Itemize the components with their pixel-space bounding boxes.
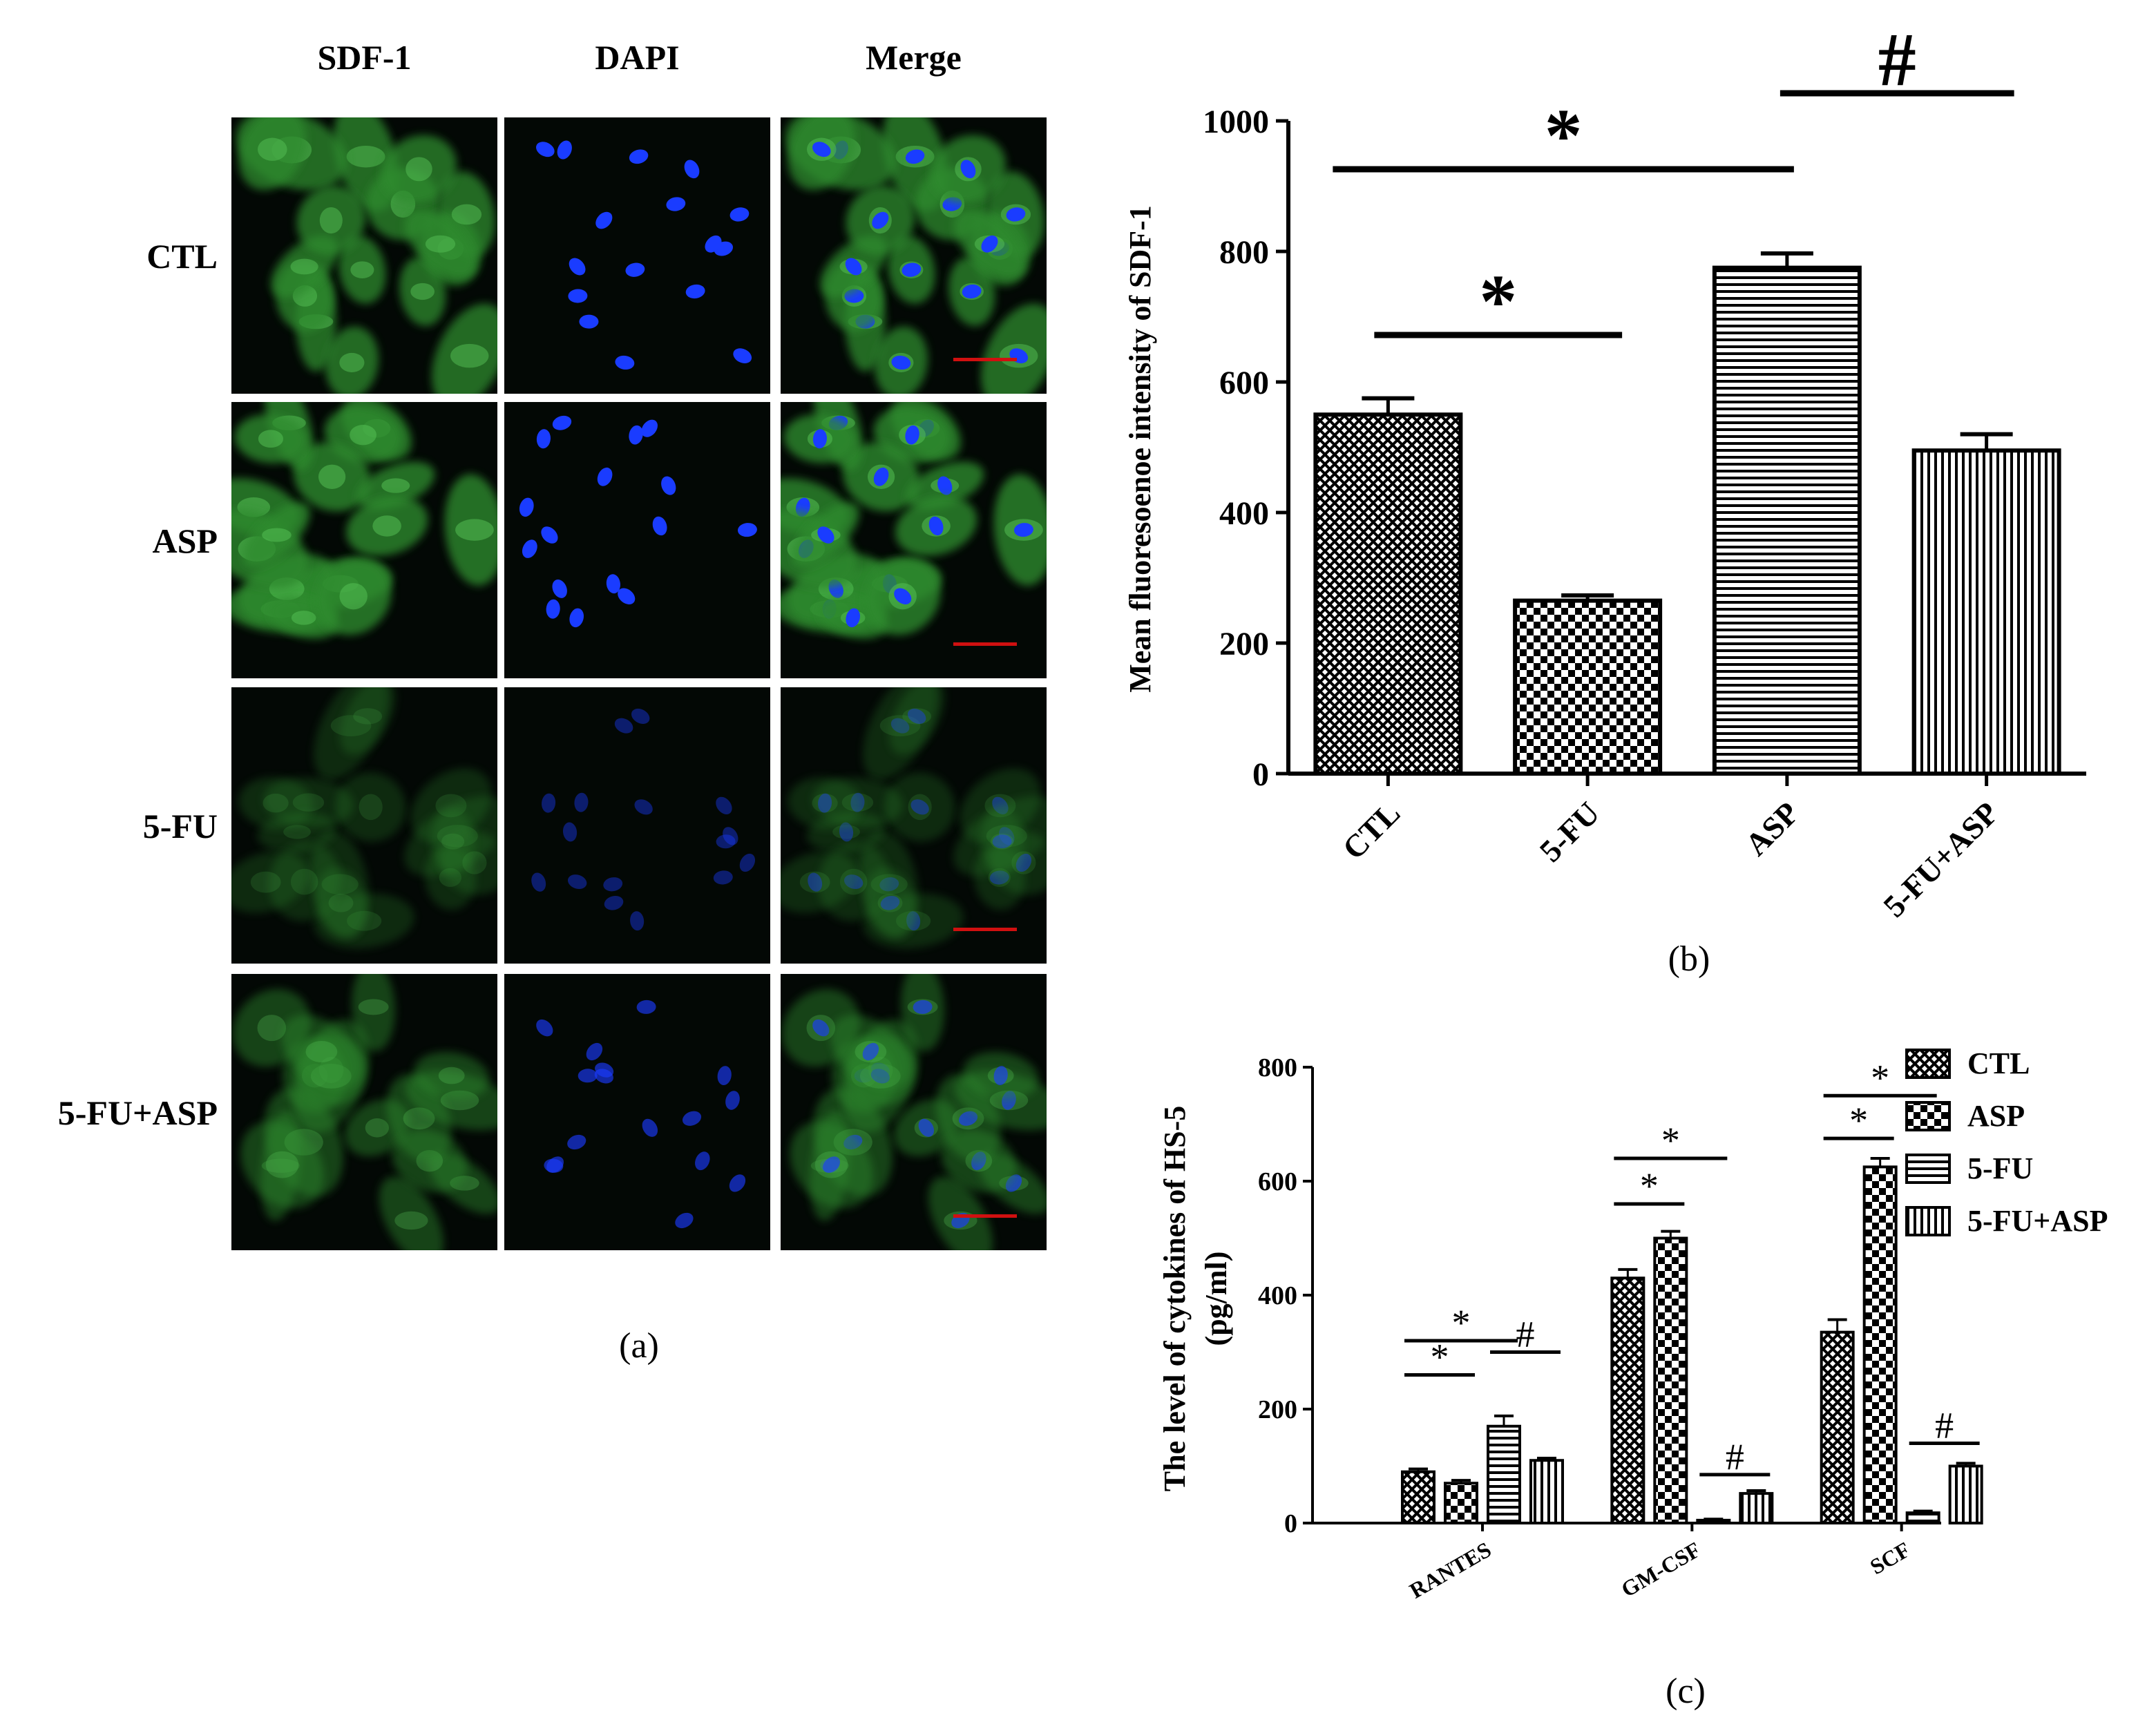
panel-a-microscopy: SDF-1 DAPI Merge CTL ASP 5-FU 5-FU+ASP (a) <box>58 38 1047 1366</box>
chart-b-bar-5-fu <box>1513 598 1663 776</box>
column-header-merge: Merge <box>866 38 962 77</box>
chart-c-xtick-label-rantes: RANTES <box>1405 1537 1495 1603</box>
legend-label-5-fu-asp: 5-FU+ASP <box>1967 1204 2108 1238</box>
micrograph-asp-dapi <box>504 402 770 678</box>
chart-c-significance-marker: # <box>1726 1436 1744 1477</box>
chart-b-bar-asp <box>1712 265 1862 776</box>
chart-b-ytick-label: 0 <box>1252 756 1269 793</box>
chart-c-bar-scf-asp <box>1862 1165 1898 1524</box>
chart-b-bar-5-fu-asp <box>1911 448 2061 776</box>
chart-c-ylabel-line2: (pg/ml) <box>1199 1252 1233 1346</box>
chart-c-bar-scf-5-fu <box>1905 1511 1940 1524</box>
micrograph-5-fu-merge <box>781 687 1047 964</box>
chart-c-bar-rantes-5-fu-asp <box>1529 1459 1564 1524</box>
chart-c-bar-gm-csf-5-fu <box>1696 1518 1731 1524</box>
micrograph-asp-merge <box>781 402 1047 678</box>
chart-c-xtick-label-gm-csf: GM-CSF <box>1617 1537 1705 1602</box>
chart-b-ytick-label: 600 <box>1219 365 1269 401</box>
chart-b-xtick-label-asp: ASP <box>1738 795 1806 863</box>
micrograph-5-fu-asp-dapi <box>504 974 770 1250</box>
chart-c-bar-rantes-ctl <box>1401 1470 1435 1524</box>
chart-c-significance-marker: * <box>1871 1057 1889 1098</box>
column-header-dapi: DAPI <box>595 38 679 77</box>
chart-c-significance-marker: # <box>1516 1314 1535 1355</box>
micrograph-5-fu-dapi <box>504 687 770 964</box>
row-label-5-fu: 5-FU <box>143 807 218 845</box>
row-label-5-fu-asp: 5-FU+ASP <box>58 1093 218 1132</box>
chart-c-bar-scf-ctl <box>1820 1330 1855 1524</box>
chart-c-ylabel-line1: The level of cytokines of HS-5 <box>1158 1106 1192 1492</box>
chart-b-ytick-label: 400 <box>1219 495 1269 532</box>
column-header-sdf-1: SDF-1 <box>317 38 411 77</box>
chart-c-significance-marker: # <box>1935 1405 1954 1446</box>
chart-c-significance-marker: * <box>1452 1302 1471 1343</box>
chart-c-significance-marker: * <box>1661 1120 1680 1161</box>
chart-b-ytick-label: 800 <box>1219 234 1269 271</box>
chart-c-significance-marker: * <box>1431 1337 1449 1378</box>
legend-swatch-5-fu <box>1905 1154 1951 1184</box>
chart-c-bar-rantes-asp <box>1444 1482 1478 1524</box>
row-label-ctl: CTL <box>146 237 218 276</box>
chart-c-ytick-label: 200 <box>1258 1395 1297 1424</box>
legend-label-ctl: CTL <box>1967 1046 2030 1080</box>
micrograph-ctl-merge <box>781 117 1047 394</box>
chart-c-significance-marker: * <box>1640 1165 1659 1207</box>
chart-c-ytick-label: 0 <box>1284 1509 1297 1538</box>
legend-label-5-fu: 5-FU <box>1967 1151 2033 1185</box>
panel-b-caption: (b) <box>1668 939 1710 979</box>
scale-bar <box>953 358 1017 361</box>
chart-b-ylabel: Mean fluoresoenoe intensity of SDF-1 <box>1123 205 1157 693</box>
micrograph-5-fu-asp-merge <box>781 974 1047 1250</box>
micrograph-5-fu-sdf-1 <box>231 687 497 964</box>
micrograph-ctl-sdf-1 <box>231 117 497 394</box>
chart-c-significance-marker: * <box>1849 1100 1868 1141</box>
chart-b-ytick-label: 1000 <box>1203 104 1269 140</box>
micrograph-asp-sdf-1 <box>231 402 497 678</box>
chart-b-xtick-label-ctl: CTL <box>1335 795 1406 866</box>
scale-bar <box>953 1214 1017 1218</box>
chart-c-ytick-label: 400 <box>1258 1281 1297 1310</box>
panel-a-caption: (a) <box>619 1326 659 1366</box>
chart-b-significance-marker: * <box>1479 259 1517 343</box>
chart-c-bar-scf-5-fu-asp <box>1948 1464 1983 1524</box>
legend-swatch-asp <box>1905 1101 1951 1131</box>
legend-swatch-5-fu-asp <box>1905 1206 1951 1236</box>
micrograph-ctl-dapi <box>504 117 770 394</box>
row-label-asp: ASP <box>153 522 218 560</box>
chart-c-bar-gm-csf-ctl <box>1610 1276 1645 1524</box>
chart-c-bar-gm-csf-5-fu-asp <box>1739 1492 1774 1525</box>
chart-b-significance-marker: # <box>1878 17 1916 102</box>
chart-b-bar-ctl <box>1313 412 1463 776</box>
chart-b-ytick-label: 200 <box>1219 626 1269 662</box>
scale-bar <box>953 642 1017 646</box>
chart-c-bar-rantes-5-fu <box>1487 1424 1521 1524</box>
legend-label-asp: ASP <box>1967 1099 2025 1133</box>
chart-c-ytick-label: 600 <box>1258 1167 1297 1196</box>
chart-c-xtick-label-scf: SCF <box>1866 1537 1914 1579</box>
micrograph-5-fu-asp-sdf-1 <box>231 974 497 1250</box>
chart-c-bar-gm-csf-asp <box>1653 1236 1688 1524</box>
chart-b-significance-marker: * <box>1545 93 1583 178</box>
scale-bar <box>953 928 1017 931</box>
panel-c-caption: (c) <box>1666 1672 1706 1711</box>
chart-c-ytick-label: 800 <box>1258 1053 1297 1082</box>
legend-swatch-ctl <box>1905 1049 1951 1079</box>
chart-c-legend: CTL ASP 5-FU 5-FU+ASP <box>1905 1046 2108 1238</box>
chart-b-xtick-label-5-fu: 5-FU <box>1533 795 1607 869</box>
chart-b-xtick-label-5-fu-asp: 5-FU+ASP <box>1876 795 2005 924</box>
